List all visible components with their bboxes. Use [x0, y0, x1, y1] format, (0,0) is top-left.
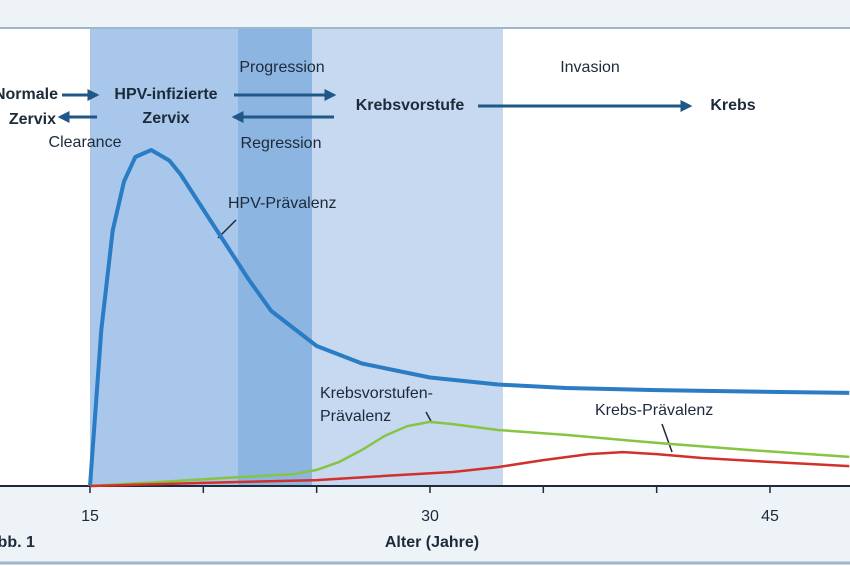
- phase-band: [312, 29, 503, 486]
- flow-node: Zervix: [142, 110, 189, 127]
- series-label: Krebs-Prävalenz: [595, 402, 713, 419]
- flow-node: Krebs: [710, 97, 755, 114]
- x-tick-label: 15: [81, 508, 99, 525]
- flow-label: Regression: [241, 135, 322, 152]
- x-tick-label: 45: [761, 508, 779, 525]
- flow-label: Clearance: [49, 134, 122, 151]
- series-label: HPV-Prävalenz: [228, 195, 337, 212]
- flow-label: Progression: [239, 59, 324, 76]
- line: [89, 420, 850, 488]
- leader-line: [661, 423, 673, 453]
- x-axis-label: Alter (Jahre): [385, 534, 479, 551]
- phase-band: [238, 29, 312, 486]
- bottom-band: [0, 487, 850, 563]
- line: [88, 148, 850, 487]
- figure-label: Abb. 1: [0, 534, 35, 551]
- top-band: [0, 0, 850, 28]
- flow-node: Krebsvorstufe: [356, 97, 465, 114]
- flow-node: Zervix: [9, 111, 56, 128]
- x-tick-label: 30: [421, 508, 439, 525]
- line: [89, 450, 850, 488]
- flow-label: Invasion: [560, 59, 620, 76]
- flow-node: HPV-infizierte: [114, 86, 217, 103]
- phase-band: [90, 29, 238, 486]
- flow-node: Normale: [0, 86, 58, 103]
- series-label: Krebsvorstufen-: [320, 385, 433, 402]
- series-label: Prävalenz: [320, 408, 391, 425]
